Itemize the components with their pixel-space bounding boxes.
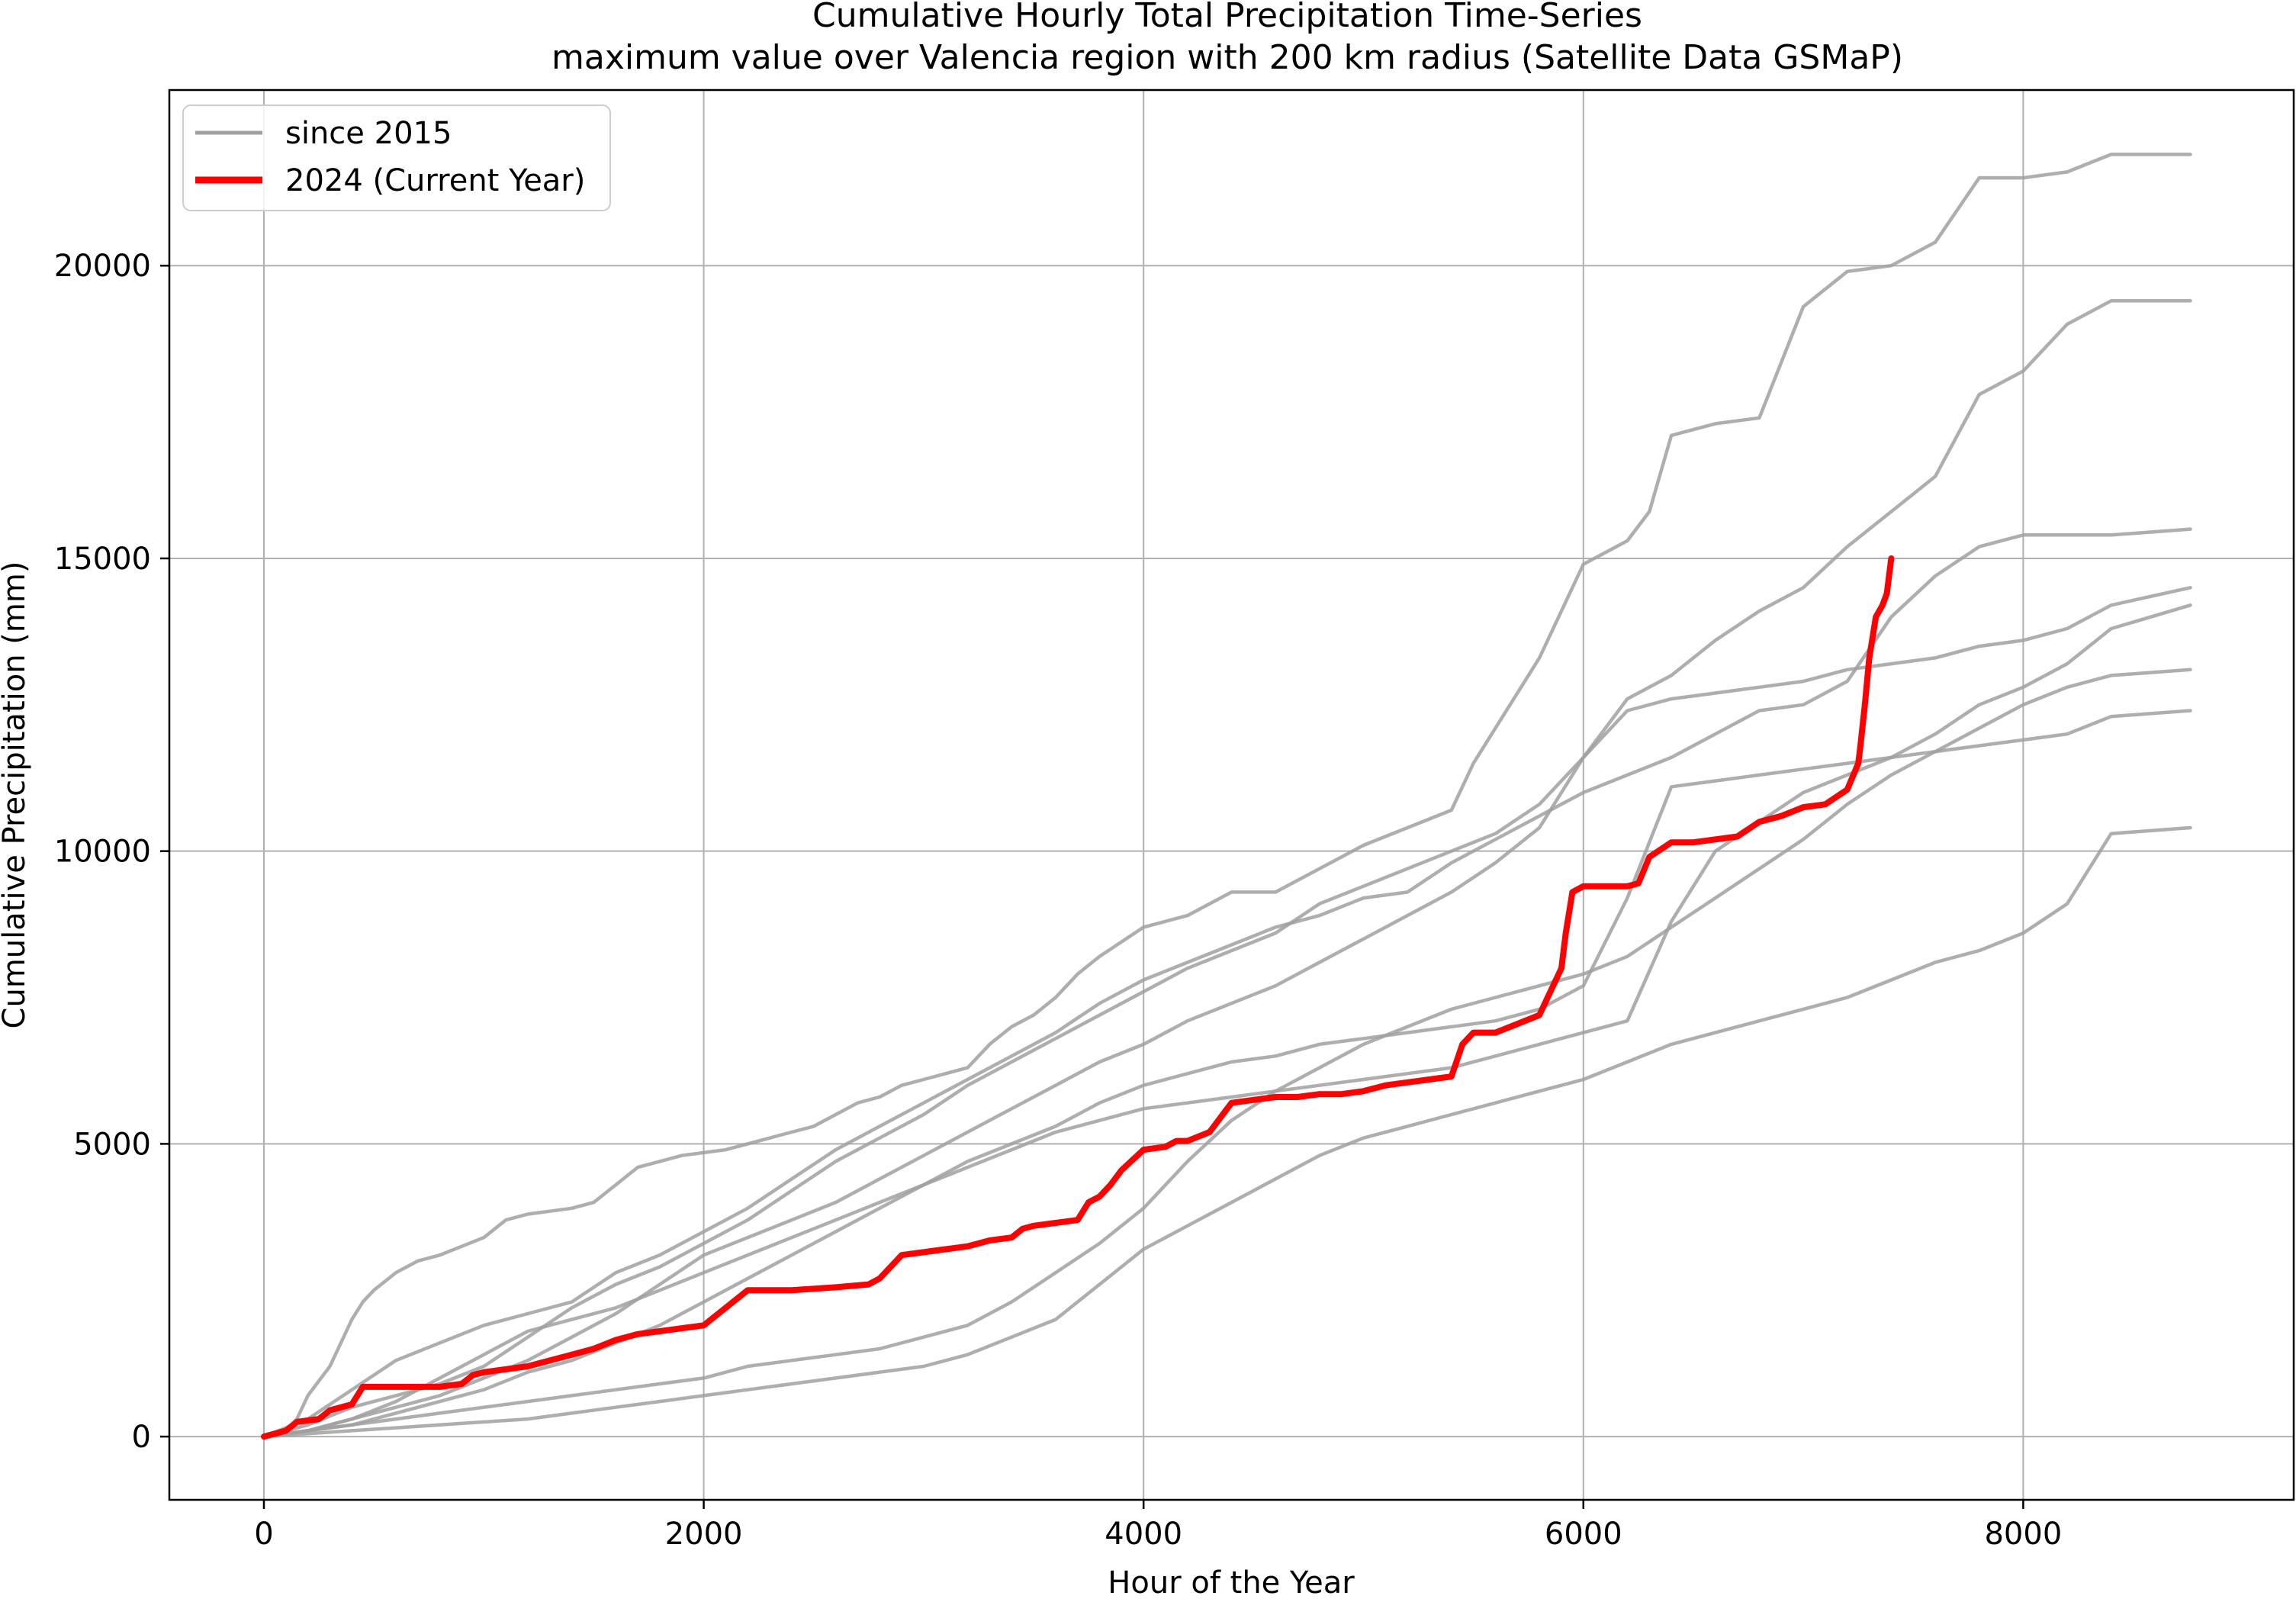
series-line-history-1 [262, 153, 2192, 1439]
y-tick-label: 15000 [54, 542, 151, 577]
x-tick-label: 8000 [1984, 1517, 2062, 1552]
series-layer [261, 153, 2192, 1440]
y-tick-label: 10000 [54, 835, 151, 870]
legend-box [182, 105, 611, 211]
grid-lines [169, 90, 2294, 1500]
series-line-history-6 [262, 668, 2192, 1439]
series-line-2024 [261, 555, 1895, 1440]
series-line-history-8 [262, 603, 2192, 1439]
x-tick-label: 4000 [1105, 1517, 1182, 1552]
x-tick-label: 6000 [1545, 1517, 1622, 1552]
legend: since 2015 2024 (Current Year) [182, 105, 611, 211]
legend-label-history: since 2015 [285, 116, 452, 151]
x-axis-label: Hour of the Year [1108, 1565, 1355, 1599]
x-tick-label: 2000 [665, 1517, 743, 1552]
y-tick-label: 20000 [54, 249, 151, 284]
series-line-history-3 [262, 527, 2192, 1439]
y-tick-label: 5000 [73, 1127, 151, 1162]
series-line-history-5 [262, 709, 2192, 1439]
series-line-history-2 [262, 299, 2192, 1439]
plot-frame [168, 88, 2295, 1501]
y-tick-label: 0 [132, 1420, 151, 1455]
chart-title-line2: maximum value over Valencia region with … [551, 38, 1903, 77]
legend-label-current: 2024 (Current Year) [285, 163, 585, 198]
x-tick-label: 0 [254, 1517, 273, 1552]
series-line-history-7 [262, 825, 2192, 1439]
series-line-history-4 [262, 586, 2192, 1439]
axis-ticks: 0 2000 4000 6000 8000 0 5000 10000 15000 20000 [54, 249, 2063, 1552]
chart-title-line1: Cumulative Hourly Total Precipitation Ti… [812, 0, 1642, 35]
y-axis-label: Cumulative Precipitation (mm) [0, 561, 32, 1029]
